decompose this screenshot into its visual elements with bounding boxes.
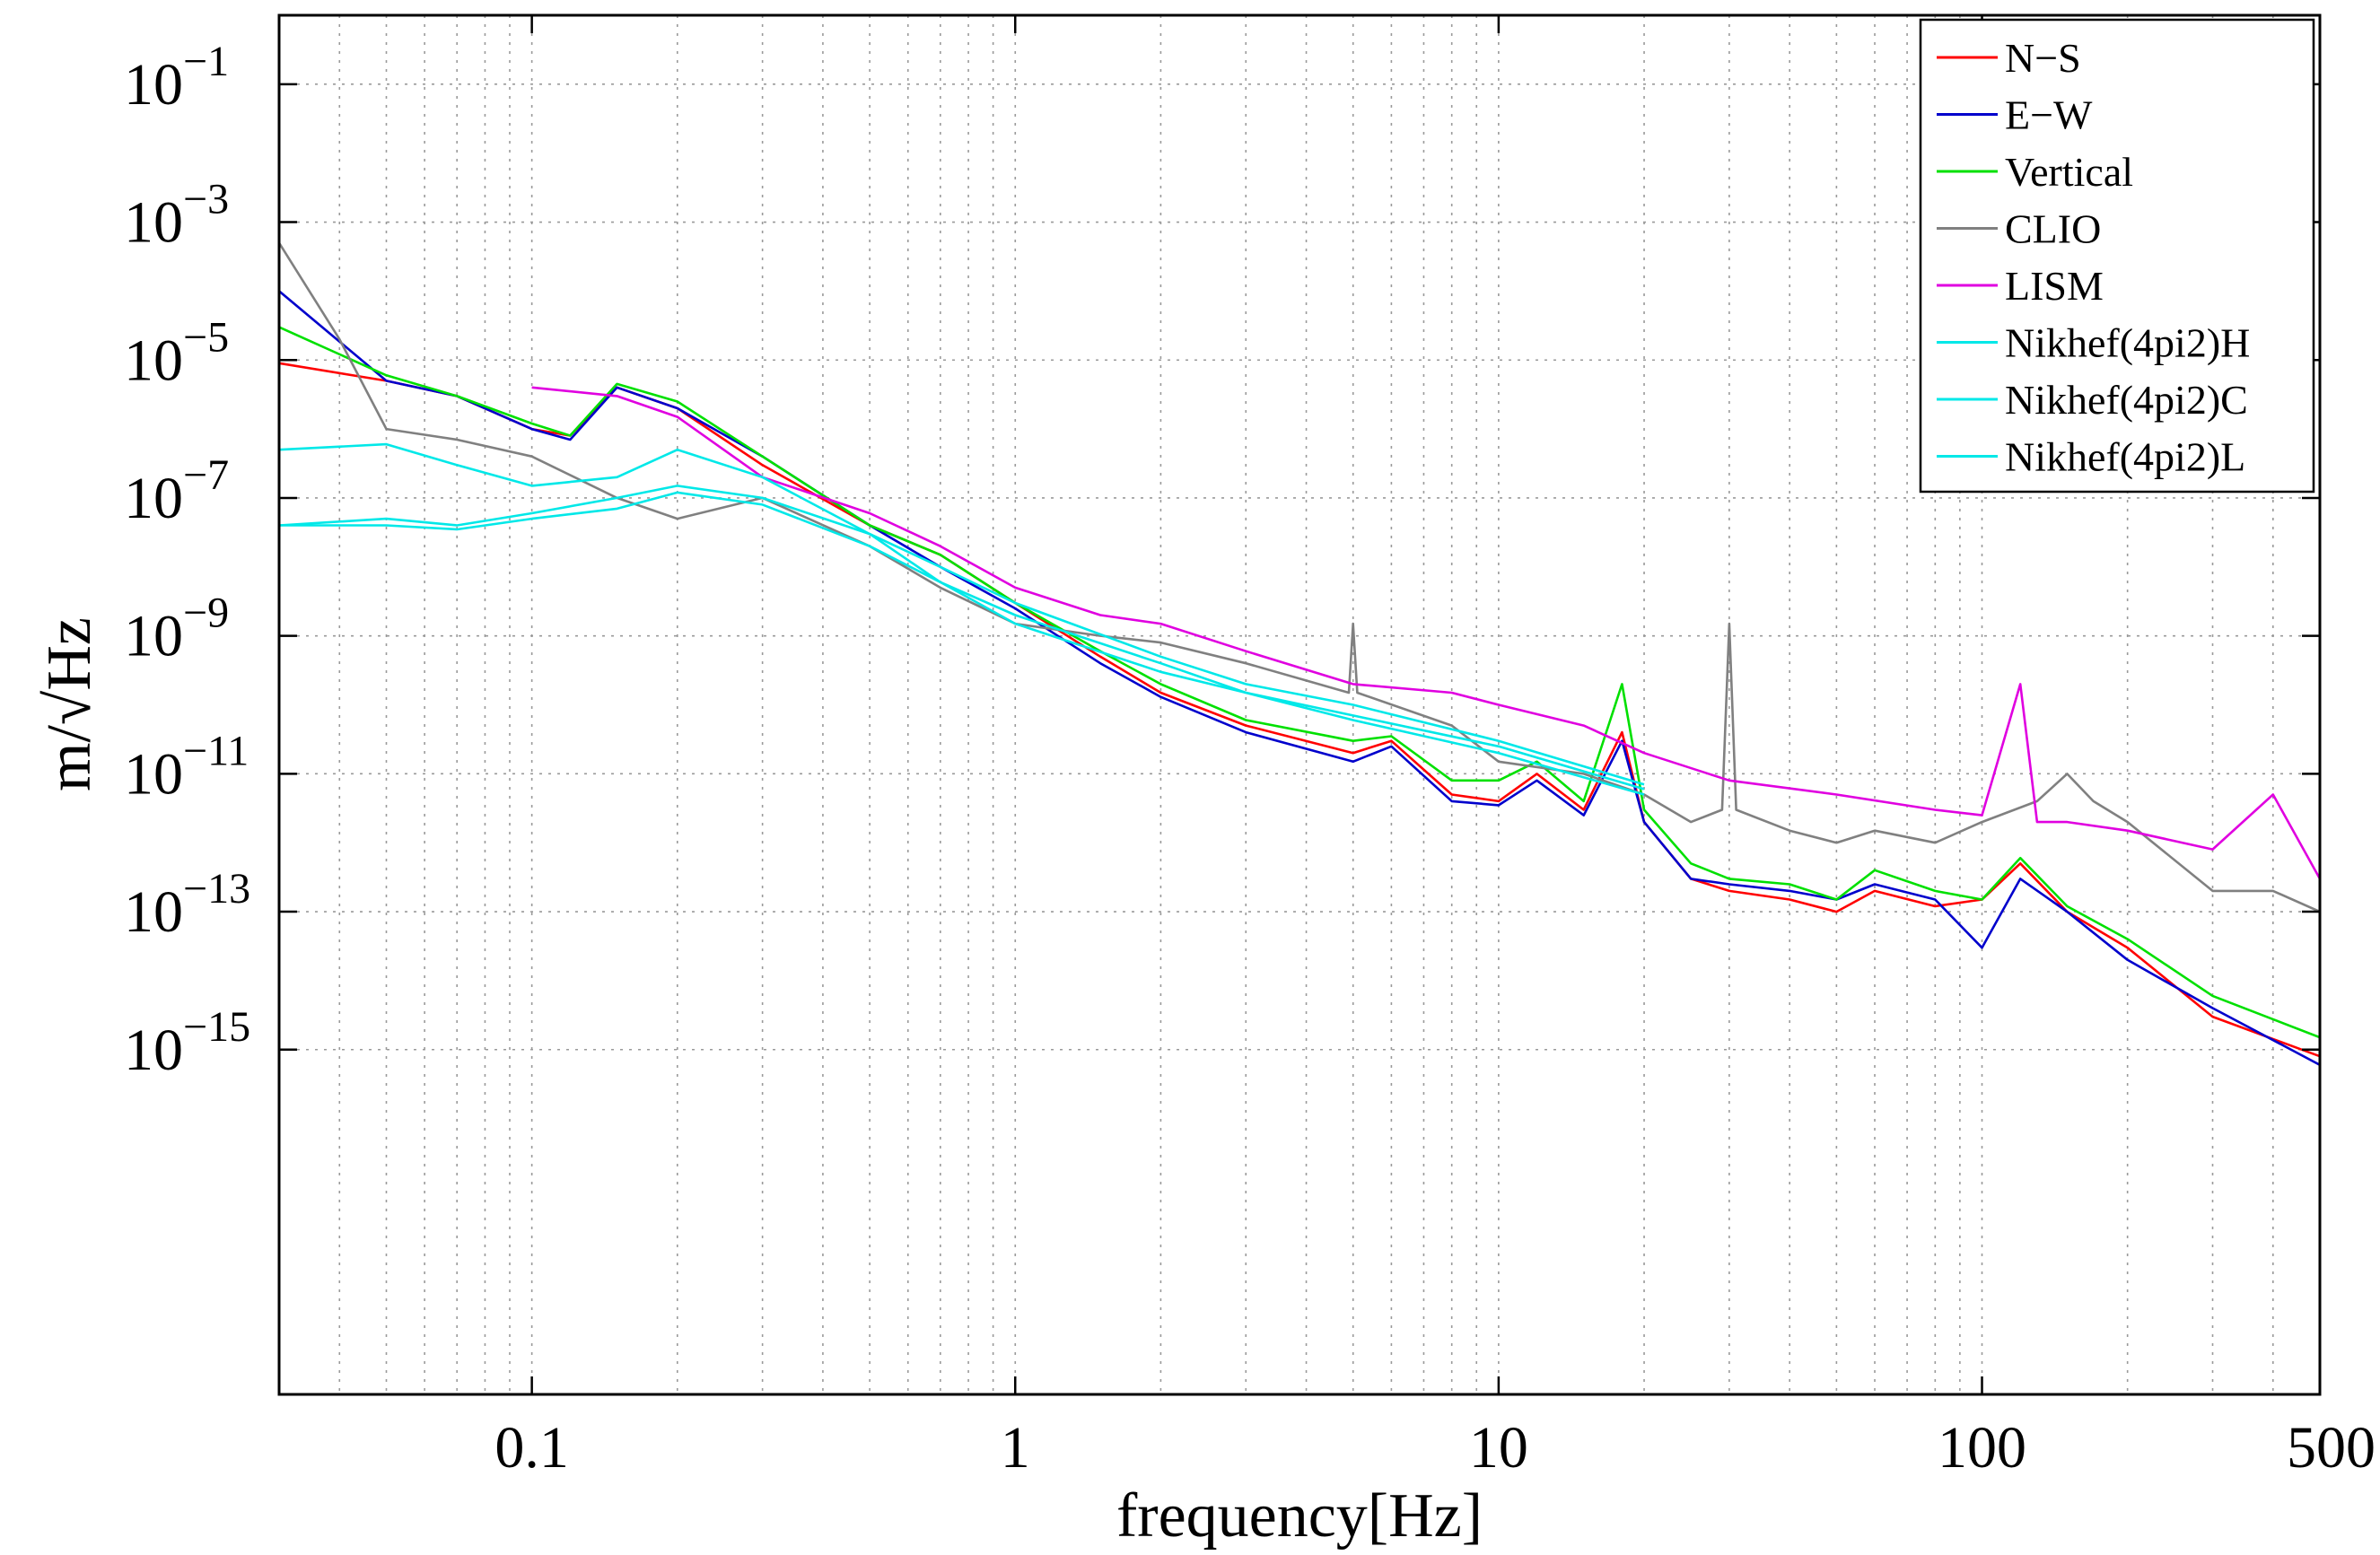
x-tick-label: 10 <box>1469 1415 1528 1481</box>
y-axis-label: m/√Hz <box>35 617 104 791</box>
y-tick-label: 10−5 <box>124 313 229 393</box>
series-line <box>279 442 1645 796</box>
y-tick-label: 10−11 <box>124 727 249 807</box>
x-tick-label: 500 <box>2287 1415 2376 1481</box>
legend-label: Nikhef(4pi2)L <box>2005 434 2245 480</box>
axis-ticks <box>279 15 2322 1394</box>
y-tick-label: 10−1 <box>124 38 229 118</box>
plot-area <box>279 242 2320 1066</box>
x-tick-labels: 0.1 1 10 100 500 <box>494 1415 2376 1481</box>
x-tick-label: 100 <box>1938 1415 2026 1481</box>
legend-label: Nikhef(4pi2)C <box>2005 377 2248 423</box>
y-tick-label: 10−3 <box>124 176 229 256</box>
legend-label: N−S <box>2005 35 2081 81</box>
y-tick-label: 10−7 <box>124 451 229 531</box>
series-line <box>279 485 1645 786</box>
legend-box <box>1919 18 2315 494</box>
y-tick-label: 10−13 <box>124 865 250 945</box>
legend-label: LISM <box>2005 263 2104 309</box>
legend-label: Vertical <box>2005 149 2133 195</box>
x-axis-label: frequency[Hz] <box>1116 1481 1483 1551</box>
series-line <box>279 491 1645 791</box>
series-line <box>279 242 2320 913</box>
series-line <box>531 386 2320 880</box>
series-line <box>279 290 2320 1066</box>
legend-label: CLIO <box>2005 206 2101 252</box>
series-line <box>279 326 2320 1039</box>
y-tick-label: 10−15 <box>124 1003 250 1083</box>
series-lines <box>279 242 2320 1066</box>
legend-label: Nikhef(4pi2)H <box>2005 320 2250 366</box>
y-tick-label: 10−9 <box>124 590 229 669</box>
plot-frame <box>277 13 2322 1396</box>
x-tick-label: 1 <box>1001 1415 1030 1481</box>
y-tick-labels: 10−1 10−3 10−5 10−7 10−9 10−11 10−13 10−15 <box>124 38 250 1083</box>
x-tick-label: 0.1 <box>494 1415 569 1481</box>
grid-lines <box>279 15 2320 1394</box>
legend-label: E−W <box>2005 92 2093 138</box>
legend: N−S E−W Vertical CLIO LISM Nikhef(4pi2)H Nikhe… <box>1919 18 2315 494</box>
